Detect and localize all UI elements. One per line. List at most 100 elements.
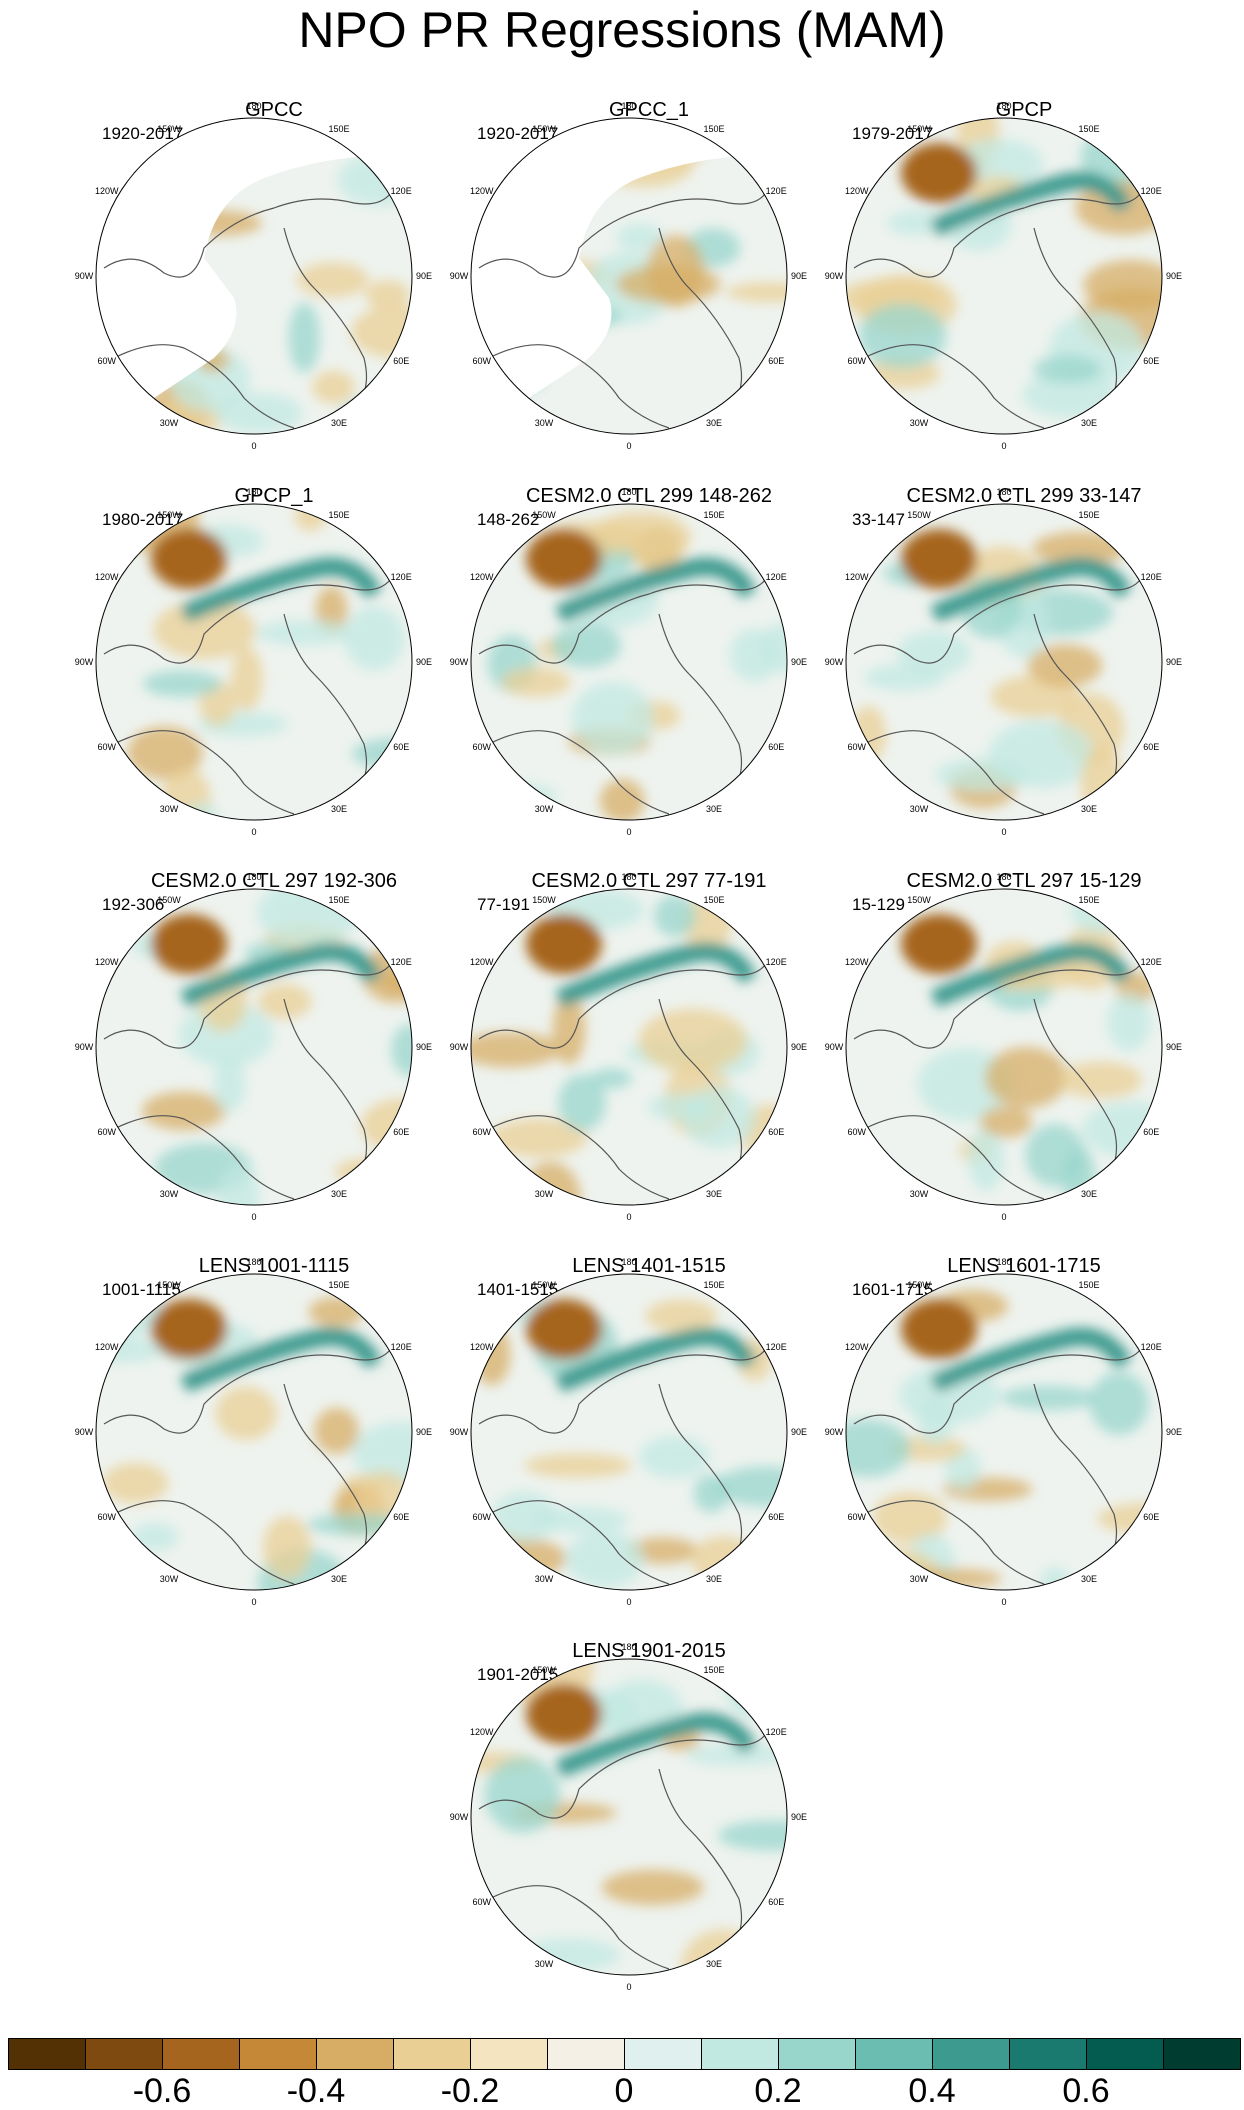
- map-border: [95, 503, 413, 821]
- panel-period: 1601-1715: [852, 1280, 934, 1299]
- longitude-label: 90W: [825, 1427, 844, 1437]
- polar-map: 180 150E 120E 90E 60E 30E 0 30W 60W 90W 120W 150W: [75, 101, 432, 451]
- panel-period: 1401-1515: [477, 1280, 559, 1299]
- panel-period: 148-262: [477, 510, 540, 529]
- longitude-label: 30W: [160, 804, 179, 814]
- panel-title: CESM2.0 CTL 297 15-129: [906, 870, 1142, 892]
- longitude-label: 30W: [910, 804, 929, 814]
- longitude-label: 120E: [391, 957, 412, 967]
- longitude-label: 150W: [532, 1665, 556, 1675]
- longitude-label: 60E: [768, 742, 784, 752]
- map-border: [845, 117, 1163, 435]
- longitude-label: 120W: [95, 572, 119, 582]
- polar-map: 180 150E 120E 90E 60E 30E 0 30W 60W 90W 120W 150W: [75, 1257, 432, 1607]
- longitude-label: 60W: [473, 742, 492, 752]
- longitude-label: 150E: [1078, 124, 1099, 134]
- longitude-label: 0: [626, 1597, 631, 1607]
- panel-period: 1920-2017: [477, 124, 559, 143]
- longitude-label: 150W: [157, 1280, 181, 1290]
- longitude-label: 180: [621, 101, 636, 111]
- longitude-label: 60W: [98, 356, 117, 366]
- longitude-label: 90E: [791, 271, 807, 281]
- colorbar-tick-label: -0.4: [286, 2072, 346, 2110]
- longitude-label: 30E: [331, 1189, 347, 1199]
- panel-title: CESM2.0 CTL 297 192-306: [150, 870, 398, 892]
- longitude-label: 120E: [766, 957, 787, 967]
- longitude-label: 90E: [1166, 657, 1182, 667]
- map-panel: CESM2.0 CTL 297 77-191 77-191 180 150E 120E 9…: [450, 869, 849, 1254]
- longitude-label: 90E: [416, 271, 432, 281]
- map-panel: CESM2.0 CTL 297 15-129 15-129 180 150E 120E 9…: [825, 869, 1224, 1254]
- precip-anomaly-field: [846, 118, 1162, 418]
- longitude-label: 120W: [845, 1342, 869, 1352]
- panel-period: 77-191: [477, 895, 530, 914]
- colorbar-box: [393, 2038, 471, 2070]
- longitude-label: 30E: [706, 1574, 722, 1584]
- longitude-label: 0: [1001, 827, 1006, 837]
- map-panel: GPCC 1920-2017 180 150E 120E 90E 60E 30E 0 30W 60W…: [75, 98, 474, 483]
- longitude-label: 150E: [1078, 895, 1099, 905]
- map-panel: LENS 1001-1115 1001-1115 180 150E 120E 90E 60E…: [75, 1254, 474, 1639]
- longitude-label: 120W: [470, 186, 494, 196]
- longitude-label: 120E: [766, 1342, 787, 1352]
- longitude-label: 150W: [157, 895, 181, 905]
- longitude-label: 90E: [791, 1812, 807, 1822]
- longitude-label: 150E: [703, 510, 724, 520]
- longitude-label: 180: [246, 487, 261, 497]
- longitude-label: 60W: [848, 356, 867, 366]
- map-border: [470, 1658, 788, 1976]
- longitude-label: 150E: [1078, 1280, 1099, 1290]
- map-panel: CESM2.0 CTL 299 33-147 33-147 180 150E 120E 9…: [825, 484, 1224, 869]
- longitude-label: 60E: [393, 1127, 409, 1137]
- panel-period: 33-147: [852, 510, 905, 529]
- polar-map: 180 150E 120E 90E 60E 30E 0 30W 60W 90W 120W 150W: [825, 872, 1182, 1222]
- panel-title: LENS 1001-1115: [198, 1255, 350, 1277]
- longitude-label: 0: [626, 827, 631, 837]
- longitude-label: 120E: [1141, 572, 1162, 582]
- panel-period: 1979-2017: [852, 124, 934, 143]
- colorbar-box: [8, 2038, 86, 2070]
- colorbar-box: [855, 2038, 933, 2070]
- colorbar-box: [624, 2038, 702, 2070]
- longitude-label: 0: [626, 441, 631, 451]
- longitude-label: 90E: [416, 1427, 432, 1437]
- longitude-label: 180: [996, 872, 1011, 882]
- longitude-label: 90E: [791, 657, 807, 667]
- longitude-label: 150E: [328, 510, 349, 520]
- panel-title: GPCP_1: [234, 485, 314, 507]
- longitude-label: 150W: [532, 124, 556, 134]
- longitude-label: 60E: [768, 1127, 784, 1137]
- longitude-label: 90E: [791, 1427, 807, 1437]
- polar-map: 180 150E 120E 90E 60E 30E 0 30W 60W 90W 120W 150W: [450, 1642, 807, 1992]
- longitude-label: 120W: [95, 186, 119, 196]
- longitude-label: 90W: [75, 1042, 94, 1052]
- longitude-label: 30W: [535, 1959, 554, 1969]
- panel-title: GPCC: [245, 99, 303, 121]
- map-panel: GPCP_1 1980-2017 180 150E 120E 90E 60E 30E 0 30W 6…: [75, 484, 474, 869]
- longitude-label: 30W: [535, 1189, 554, 1199]
- longitude-label: 150E: [328, 895, 349, 905]
- map-panel: CESM2.0 CTL 299 148-262 148-262 180 150E 120…: [450, 484, 849, 869]
- longitude-label: 180: [996, 101, 1011, 111]
- longitude-label: 30W: [160, 418, 179, 428]
- map-panel: GPCP 1979-2017 180 150E 120E 90E 60E 30E 0 30W 60W…: [825, 98, 1224, 483]
- panel-title: CESM2.0 CTL 299 33-147: [906, 485, 1142, 507]
- longitude-label: 90W: [825, 1042, 844, 1052]
- longitude-label: 120E: [1141, 186, 1162, 196]
- longitude-label: 30E: [1081, 418, 1097, 428]
- colorbar-box: [239, 2038, 317, 2070]
- polar-map: 180 150E 120E 90E 60E 30E 0 30W 60W 90W 120W 150W: [450, 101, 807, 451]
- longitude-label: 30E: [1081, 1574, 1097, 1584]
- longitude-label: 150E: [703, 1665, 724, 1675]
- panel-period: 15-129: [852, 895, 905, 914]
- longitude-label: 90E: [1166, 1042, 1182, 1052]
- longitude-label: 60W: [848, 1512, 867, 1522]
- longitude-label: 120W: [845, 186, 869, 196]
- polar-map: 180 150E 120E 90E 60E 30E 0 30W 60W 90W 120W 150W: [450, 1257, 807, 1607]
- colorbar-box: [1009, 2038, 1087, 2070]
- longitude-label: 60E: [768, 1512, 784, 1522]
- polar-map: 180 150E 120E 90E 60E 30E 0 30W 60W 90W 120W 150W: [825, 487, 1182, 837]
- panel-title: LENS 1401-1515: [572, 1255, 726, 1277]
- map-border: [95, 888, 413, 1206]
- longitude-label: 150E: [1078, 510, 1099, 520]
